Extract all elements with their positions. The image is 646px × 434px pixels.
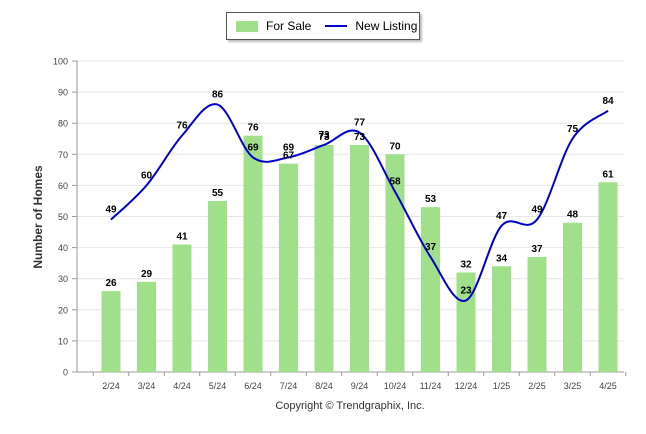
legend-item-new-listing: New Listing: [325, 19, 417, 33]
line-new-listing: [110, 103, 609, 302]
x-tick-label: 2/25: [528, 381, 546, 391]
line-value-label: 86: [212, 90, 224, 101]
x-tick-label: 9/24: [351, 381, 369, 391]
bar-for-sale: [385, 154, 405, 372]
bar-for-sale: [421, 207, 440, 372]
line-value-label: 58: [389, 177, 401, 188]
y-tick-label: 90: [58, 88, 68, 98]
x-tick-label: 4/24: [173, 381, 191, 391]
x-tick-label: 1/25: [493, 381, 511, 391]
bar-for-sale: [208, 200, 227, 372]
y-tick-label: 0: [63, 368, 68, 378]
bar-value-label: 76: [247, 123, 259, 134]
x-tick-label: 4/25: [599, 381, 617, 391]
bar-value-label: 37: [531, 244, 543, 255]
bar-for-sale: [172, 244, 192, 372]
bar-for-sale: [527, 256, 547, 372]
x-tick-label: 12/24: [455, 381, 478, 391]
bar-value-label: 73: [318, 132, 330, 143]
line-value-label: 69: [283, 142, 295, 153]
x-tick-label: 10/24: [384, 381, 407, 391]
y-axis-title: Number of Homes: [31, 165, 45, 269]
bar-for-sale: [243, 135, 263, 372]
x-tick-label: 5/24: [209, 381, 227, 391]
bar-for-sale: [279, 163, 298, 372]
line-value-label: 76: [176, 121, 188, 132]
bar-for-sale: [563, 222, 582, 372]
bar-for-sale: [598, 182, 618, 372]
line-value-label: 77: [354, 118, 366, 129]
bar-value-label: 41: [176, 231, 188, 242]
bar-value-label: 67: [283, 151, 295, 162]
line-value-label: 60: [141, 170, 153, 181]
line-value-label: 23: [460, 285, 472, 296]
x-tick-label: 8/24: [315, 381, 333, 391]
legend-swatch-for-sale: [236, 20, 258, 32]
y-tick-label: 60: [58, 181, 68, 191]
x-tick-label: 2/24: [102, 381, 120, 391]
bar-value-label: 29: [141, 269, 153, 280]
line-value-label: 75: [567, 124, 579, 135]
line-value-label: 84: [602, 96, 614, 107]
line-value-label: 73: [318, 130, 330, 141]
bar-value-label: 70: [389, 141, 401, 152]
bar-for-sale: [314, 144, 334, 372]
bar-value-label: 34: [496, 253, 508, 264]
y-tick-label: 100: [53, 57, 68, 67]
legend-swatch-new-listing: [325, 25, 348, 27]
x-tick-label: 7/24: [280, 381, 298, 391]
y-tick-label: 80: [58, 119, 68, 129]
legend-item-for-sale: For Sale: [236, 19, 311, 33]
bar-series-for-sale: [101, 135, 618, 372]
bar-for-sale: [101, 291, 121, 372]
x-tick-label: 11/24: [420, 381, 442, 391]
legend-label-new-listing: New Listing: [355, 19, 418, 33]
bar-value-label: 73: [354, 132, 366, 143]
y-tick-label: 30: [58, 274, 68, 284]
bar-value-label: 48: [567, 210, 579, 221]
y-tick-label: 40: [58, 243, 68, 253]
x-tick-label: 6/24: [244, 381, 262, 391]
line-value-label: 49: [105, 205, 117, 216]
bar-value-label: 53: [425, 194, 437, 205]
bar-value-label: 26: [105, 278, 117, 289]
bar-value-label: 55: [212, 188, 224, 199]
legend-label-for-sale: For Sale: [266, 19, 312, 33]
line-value-label: 47: [496, 211, 508, 222]
line-value-label: 37: [425, 242, 437, 253]
bar-value-label: 32: [460, 259, 472, 270]
line-value-label: 69: [247, 142, 259, 153]
bar-value-label: 61: [602, 169, 614, 180]
bar-for-sale: [137, 281, 156, 372]
line-series-new-listing: [110, 103, 609, 302]
copyright-footer: Copyright © Trendgraphix, Inc.: [275, 400, 425, 412]
y-tick-label: 50: [58, 212, 68, 222]
line-value-label: 49: [531, 205, 543, 216]
x-tick-label: 3/24: [138, 381, 156, 391]
bar-for-sale: [492, 266, 511, 372]
x-tick-label: 3/25: [564, 381, 582, 391]
bar-for-sale: [350, 144, 369, 372]
y-tick-label: 70: [58, 150, 68, 160]
y-tick-label: 10: [58, 336, 68, 346]
y-tick-label: 20: [58, 305, 68, 315]
legend: For Sale New Listing: [226, 12, 420, 40]
data-labels: 26 29 41 55 76 67 73 73 70 53 32 34 37 48 61 49 60 76 86 69…: [105, 90, 614, 297]
